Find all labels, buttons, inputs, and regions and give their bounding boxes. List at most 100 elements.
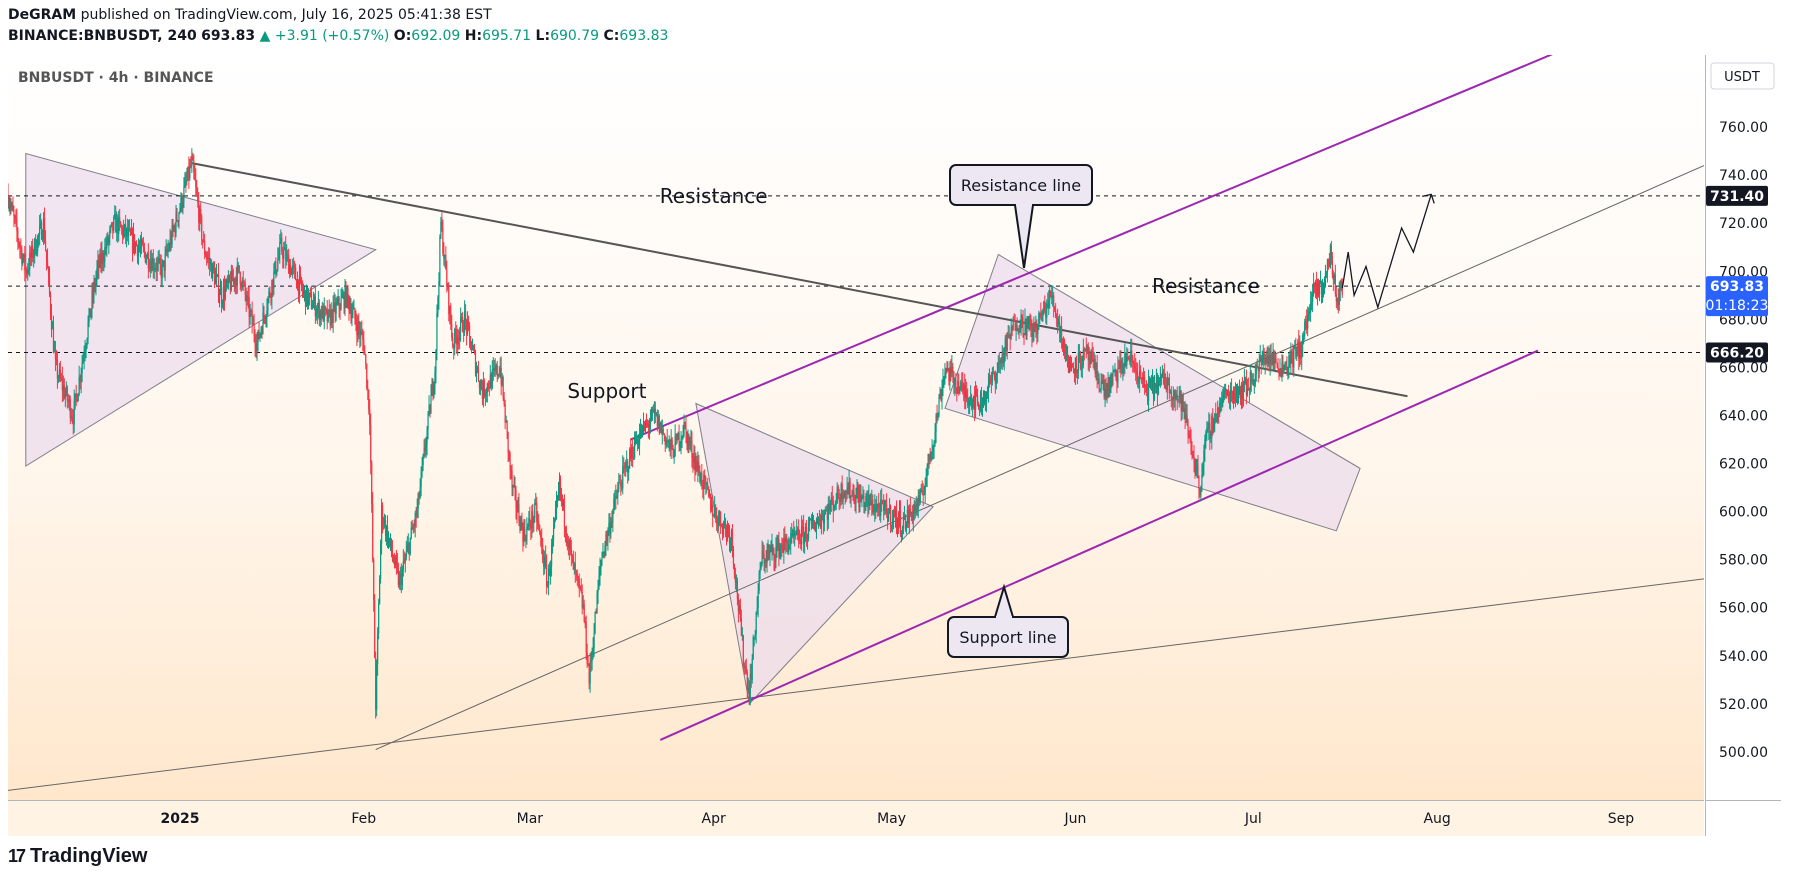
candle-body[interactable]	[675, 434, 677, 436]
candle-body[interactable]	[56, 360, 59, 379]
candle-body[interactable]	[647, 423, 650, 428]
candle-body[interactable]	[167, 248, 169, 252]
candle-body[interactable]	[130, 230, 133, 235]
candle-body[interactable]	[303, 290, 306, 292]
candle-body[interactable]	[1287, 366, 1289, 373]
candle-body[interactable]	[877, 503, 879, 507]
candle-body[interactable]	[478, 380, 481, 388]
candle-body[interactable]	[900, 531, 903, 533]
candle-body[interactable]	[636, 439, 639, 446]
candle-body[interactable]	[14, 216, 16, 218]
candle-body[interactable]	[663, 433, 665, 436]
candle-body[interactable]	[1298, 341, 1300, 359]
candle-body[interactable]	[1103, 379, 1105, 397]
candle-body[interactable]	[1234, 393, 1237, 402]
candle-body[interactable]	[887, 513, 889, 522]
candle-body[interactable]	[384, 519, 387, 536]
candle-body[interactable]	[924, 484, 926, 495]
candle-body[interactable]	[593, 633, 595, 649]
candle-body[interactable]	[515, 489, 517, 508]
candle-body[interactable]	[1246, 388, 1248, 396]
candle-body[interactable]	[1000, 360, 1002, 363]
candle-body[interactable]	[156, 262, 158, 271]
candle-body[interactable]	[229, 281, 231, 291]
candle-body[interactable]	[92, 292, 94, 297]
candle-body[interactable]	[1088, 357, 1090, 361]
candle-body[interactable]	[754, 634, 756, 637]
candle-body[interactable]	[274, 261, 276, 272]
candle-body[interactable]	[144, 252, 146, 263]
candle-body[interactable]	[610, 521, 612, 534]
candle-body[interactable]	[271, 279, 273, 298]
candle-body[interactable]	[1113, 369, 1115, 372]
candle-body[interactable]	[920, 489, 922, 492]
candle-body[interactable]	[506, 420, 508, 432]
candle-body[interactable]	[1023, 333, 1025, 335]
candle-body[interactable]	[806, 538, 809, 540]
candle-body[interactable]	[311, 307, 314, 309]
candle-body[interactable]	[664, 435, 666, 446]
candle-body[interactable]	[479, 381, 482, 388]
candle-body[interactable]	[239, 272, 241, 285]
candle-body[interactable]	[688, 435, 690, 444]
candle-body[interactable]	[358, 321, 360, 330]
candle-body[interactable]	[1004, 338, 1006, 351]
candle-body[interactable]	[234, 278, 236, 285]
candle-body[interactable]	[530, 525, 532, 529]
candle-body[interactable]	[1221, 398, 1223, 407]
candle-body[interactable]	[940, 394, 942, 401]
candle-body[interactable]	[1026, 323, 1028, 336]
candle-body[interactable]	[293, 265, 295, 267]
candle-body[interactable]	[425, 444, 427, 451]
candle-body[interactable]	[196, 186, 198, 195]
candle-body[interactable]	[281, 237, 283, 252]
candle-body[interactable]	[781, 545, 783, 549]
candle-body[interactable]	[778, 538, 780, 558]
candle-body[interactable]	[323, 306, 325, 322]
candle-body[interactable]	[594, 612, 596, 634]
candle-body[interactable]	[257, 330, 259, 343]
candle-body[interactable]	[624, 467, 626, 469]
candle-body[interactable]	[573, 563, 575, 570]
candle-body[interactable]	[140, 240, 143, 247]
candle-body[interactable]	[766, 552, 768, 563]
candle-body[interactable]	[356, 325, 358, 336]
candle-body[interactable]	[788, 544, 790, 553]
candle-body[interactable]	[720, 524, 723, 527]
candle-body[interactable]	[864, 502, 866, 508]
candle-body[interactable]	[15, 217, 17, 220]
candle-body[interactable]	[795, 533, 797, 536]
candle-body[interactable]	[491, 369, 493, 388]
candle-body[interactable]	[1007, 334, 1009, 336]
candle-body[interactable]	[368, 390, 370, 410]
candle-body[interactable]	[1257, 368, 1259, 372]
candle-body[interactable]	[205, 254, 207, 257]
candle-body[interactable]	[616, 497, 618, 499]
candle-body[interactable]	[448, 284, 450, 314]
candle-body[interactable]	[756, 608, 758, 613]
candle-body[interactable]	[607, 530, 609, 541]
candle-body[interactable]	[120, 222, 122, 228]
candle-body[interactable]	[471, 347, 474, 350]
candle-body[interactable]	[651, 409, 654, 411]
candle-body[interactable]	[1134, 364, 1136, 369]
candle-body[interactable]	[561, 495, 564, 506]
candle-body[interactable]	[171, 225, 173, 245]
candle-body[interactable]	[508, 452, 510, 454]
candle-body[interactable]	[564, 526, 567, 533]
candle-body[interactable]	[329, 310, 331, 326]
candle-body[interactable]	[829, 504, 831, 511]
candle-body[interactable]	[934, 432, 936, 442]
candle-body[interactable]	[485, 392, 487, 394]
candle-body[interactable]	[77, 393, 79, 402]
candle-body[interactable]	[136, 245, 139, 257]
candle-body[interactable]	[104, 247, 106, 262]
candle-body[interactable]	[614, 496, 616, 499]
tradingview-branding[interactable]: 17 TradingView	[8, 845, 147, 868]
symbol-name[interactable]: BINANCE:BNBUSDT, 240	[8, 28, 197, 44]
candle-body[interactable]	[398, 578, 400, 586]
candle-body[interactable]	[319, 310, 321, 321]
candle-body[interactable]	[1169, 390, 1171, 394]
candle-body[interactable]	[899, 511, 902, 533]
candle-body[interactable]	[1145, 388, 1148, 393]
